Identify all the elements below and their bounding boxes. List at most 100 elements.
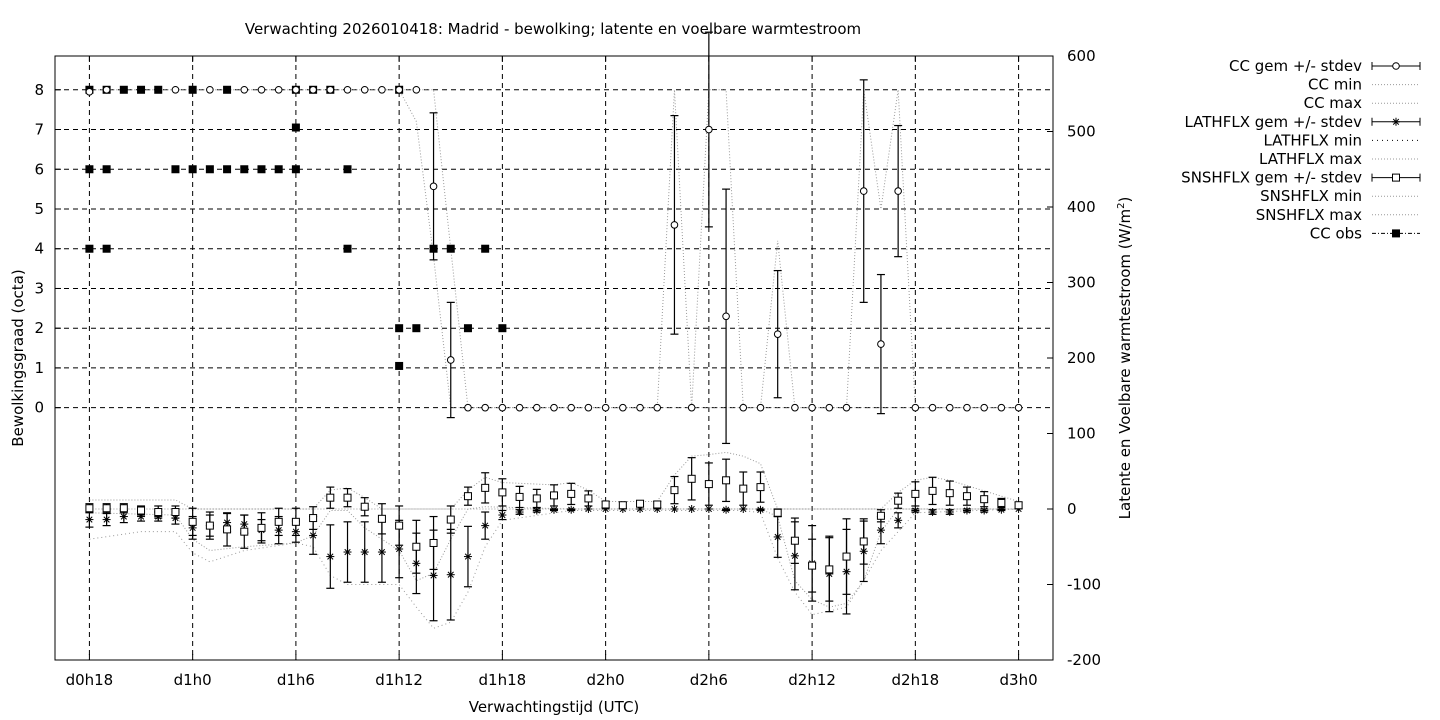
lathflx-mean-point (326, 552, 335, 561)
x-tick-label: d1h0 (174, 671, 212, 689)
snshflx-mean-point (446, 515, 455, 524)
cc-mean-point (980, 403, 988, 412)
star-stroke (516, 508, 523, 516)
y-tick-label: 4 (34, 240, 44, 258)
cc-mean-point (722, 312, 730, 321)
star-stroke (550, 506, 558, 513)
lathflx-mean-point (945, 508, 954, 517)
snshflx-mean-point (876, 511, 885, 520)
x-tick-label: d2h0 (587, 671, 625, 689)
snshflx-mean-point (550, 491, 558, 500)
cc-obs-point (171, 165, 180, 174)
x-axis-label: Verwachtingstijd (UTC) (469, 698, 640, 716)
cc-obs-point (154, 85, 163, 94)
star-stroke (877, 526, 885, 534)
star-stroke (309, 532, 317, 539)
lathflx-mean-point (722, 505, 731, 514)
y-tick-label: 6 (34, 160, 44, 178)
cc-mean-point (360, 85, 369, 94)
cc-obs-point (463, 324, 472, 333)
cc-mean-point (619, 403, 627, 412)
snshflx-mean-point (670, 486, 679, 495)
snshflx-mean-point (584, 494, 593, 503)
snshflx-mean-point (429, 538, 438, 547)
snshflx-mean-point (85, 504, 94, 513)
cc-obs-point (137, 85, 146, 94)
snshflx-mean-point (911, 489, 920, 498)
cc-mean-point (636, 403, 644, 412)
legend-marker (1392, 117, 1400, 126)
legend-label: CC gem +/- stdev (1229, 57, 1362, 75)
star-stroke (757, 506, 764, 513)
cc-obs-point (188, 165, 197, 174)
cc-mean-point (343, 85, 352, 94)
cc-mean-point (102, 85, 111, 94)
snshflx-mean-point (188, 517, 197, 526)
star-stroke (568, 506, 575, 513)
lathflx-mean-point (102, 515, 111, 524)
cc-mean-point (515, 403, 524, 412)
snshflx-mean-point (223, 525, 232, 534)
y2-tick-label: 300 (1067, 274, 1096, 292)
star-stroke (722, 506, 730, 513)
cc-mean-point (911, 403, 920, 412)
y2-axis-label-main: Latente en Voelbare warmtestroom (W/m (1116, 209, 1134, 519)
cc-obs-point (205, 165, 214, 174)
cc-mean-point (791, 403, 799, 412)
cc-mean-point (395, 85, 403, 94)
star-stroke (344, 548, 351, 556)
lathflx-mean-point (377, 548, 386, 557)
legend-label: LATHFLX min (1263, 131, 1362, 149)
star-stroke (464, 553, 472, 560)
cc-obs-point (291, 123, 300, 132)
x-tick-label: d2h12 (788, 671, 836, 689)
cc-mean-point (481, 403, 489, 412)
y2-tick-label: 0 (1067, 500, 1077, 518)
star-stroke (929, 508, 936, 516)
star-stroke (585, 505, 592, 513)
snshflx-mean-point (291, 517, 300, 526)
cc-obs-point (85, 244, 94, 253)
star-stroke (688, 505, 695, 513)
y-tick-label: 3 (34, 279, 44, 297)
lathflx-mean-point (687, 505, 696, 513)
lathflx-mean-point (670, 505, 679, 513)
cc-mean-point (240, 85, 249, 94)
star-stroke (981, 507, 988, 514)
cc-obs-point (223, 85, 232, 94)
cc-obs-point (446, 244, 455, 253)
star-stroke (740, 505, 747, 513)
cc-mean-point (877, 340, 885, 348)
snshflx-mean-point (945, 489, 954, 498)
cc-mean-point (274, 85, 283, 94)
cc-obs-point (240, 165, 249, 174)
y2-tick-label: 600 (1067, 47, 1096, 65)
star-stroke (378, 548, 386, 556)
grid-lines (55, 56, 1053, 660)
axes: d0h18 d1h0 d1h6 d1h12 d1h18 d2h0 d2h6 d2h12 d2h1… (34, 47, 1101, 689)
lathflx-mean-point (876, 526, 885, 535)
snshflx-mean-point (137, 506, 146, 515)
lathflx-mean-point (515, 508, 524, 517)
star-stroke (499, 511, 506, 519)
y2-axis-label-sup: 2 (1116, 203, 1127, 209)
cc-obs-point (257, 165, 266, 174)
star-stroke (671, 505, 678, 513)
cc-mean-point (945, 403, 954, 412)
y2-axis-label: Latente en Voelbare warmtestroom (W/m2) (1116, 197, 1134, 520)
lathflx-mean-point (343, 548, 352, 557)
lathflx-mean-point (773, 532, 782, 541)
cc-obs-point (343, 165, 352, 174)
series-layer (85, 31, 1023, 629)
lathflx-mean-point (395, 545, 404, 554)
lathflx-mean-point (962, 506, 971, 515)
cc-mean-point (756, 403, 765, 412)
snshflx-mean-point (773, 508, 782, 517)
cc-mean-point (894, 187, 902, 195)
snshflx-mean-point (326, 493, 335, 502)
snshflx-mean-point (154, 508, 163, 517)
snshflx-mean-point (463, 492, 472, 501)
y-tick-label: 5 (34, 200, 44, 218)
lathflx-mean-point (911, 506, 920, 515)
snshflx-mean-point (825, 565, 834, 574)
